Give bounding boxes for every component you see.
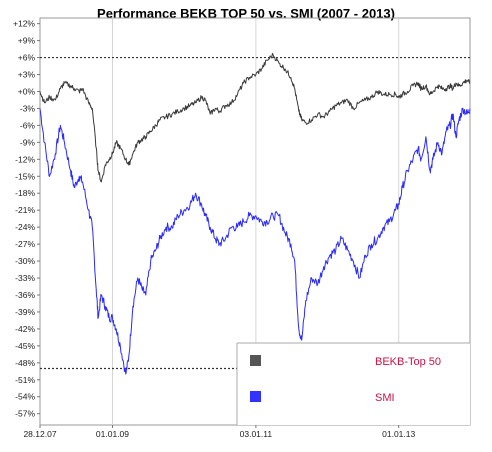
- y-tick-label: -18%: [15, 188, 35, 198]
- y-tick-label: -15%: [15, 171, 35, 181]
- y-tick-label: -12%: [15, 154, 35, 164]
- x-tick-label: 28.12.07: [23, 429, 56, 439]
- legend-box: [237, 343, 470, 425]
- legend: BEKB-Top 50 SMI: [236, 342, 470, 425]
- x-tick-label: 03.01.11: [240, 429, 273, 439]
- y-tick-label: -39%: [15, 307, 35, 317]
- legend-swatch: [250, 355, 261, 366]
- chart-title: Performance BEKB TOP 50 vs. SMI (2007 - …: [97, 6, 395, 21]
- legend-entries: BEKB-Top 50 SMI: [250, 355, 441, 404]
- y-tick-label: -42%: [15, 324, 35, 334]
- legend-label: BEKB-Top 50: [375, 356, 441, 368]
- x-tick-label: 01.01.13: [382, 429, 415, 439]
- y-tick-label: -21%: [15, 205, 35, 215]
- y-tick-label: -24%: [15, 222, 35, 232]
- y-tick-label: -6%: [20, 120, 36, 130]
- y-tick-label: +12%: [13, 19, 35, 29]
- y-tick-label: -33%: [15, 273, 35, 283]
- y-axis: +12% +9% +6% +3% +0% -3% -6% -9% -12% -15% -18% -21…: [13, 19, 40, 419]
- y-tick-label: +6%: [18, 53, 36, 63]
- y-tick-label: -48%: [15, 358, 35, 368]
- series-line-bekb-top-50: [39, 52, 471, 183]
- legend-label: SMI: [375, 392, 395, 404]
- y-tick-label: -36%: [15, 290, 35, 300]
- legend-swatch: [250, 391, 261, 402]
- series-layer: [39, 52, 471, 375]
- y-tick-label: -51%: [15, 375, 35, 385]
- y-tick-label: -30%: [15, 256, 35, 266]
- y-tick-label: -45%: [15, 341, 35, 351]
- y-tick-label: -27%: [15, 239, 35, 249]
- x-axis: 28.12.07 01.01.09 03.01.11 01.01.13: [23, 425, 416, 439]
- y-tick-label: +9%: [18, 36, 36, 46]
- y-tick-label: -3%: [20, 103, 36, 113]
- y-tick-label: +0%: [18, 86, 36, 96]
- y-tick-label: -9%: [20, 137, 36, 147]
- y-tick-label: +3%: [18, 70, 36, 80]
- series-line-smi: [39, 107, 471, 375]
- reference-lines: [40, 56, 470, 370]
- y-tick-label: -54%: [15, 392, 35, 402]
- x-tick-label: 01.01.09: [96, 429, 129, 439]
- y-tick-label: -57%: [15, 409, 35, 419]
